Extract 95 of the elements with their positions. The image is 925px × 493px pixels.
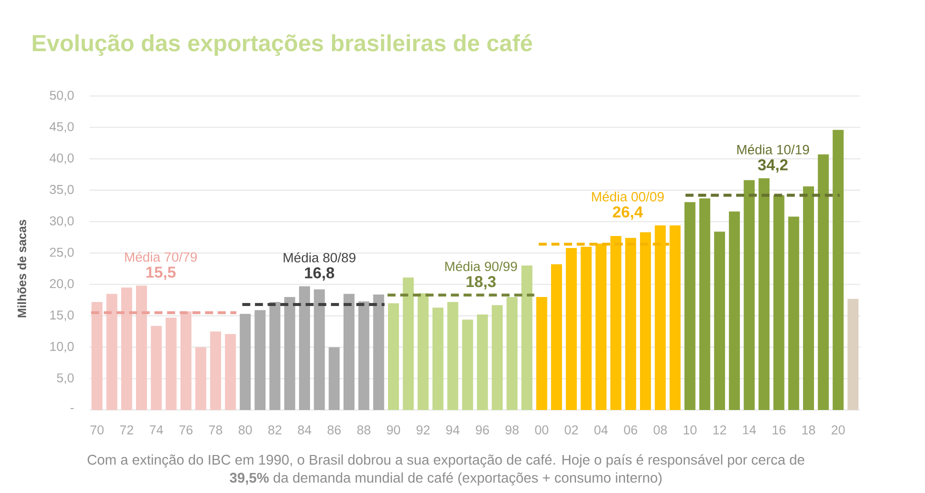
text: Média 00/09 <box>592 192 664 202</box>
bar <box>788 216 800 410</box>
bar <box>832 130 844 410</box>
bar <box>728 212 740 410</box>
bar <box>418 293 429 410</box>
text: Com a extinção do IBC em 1990, o Brasil dobrou a sua exportação de café. Hoje o país é responsável por cerca de 39,5% da demanda mundial de café (exportações + consumo interno) <box>88 454 804 486</box>
x-tick-label: 96 <box>476 425 489 434</box>
bar <box>92 302 102 410</box>
x-tick-label: 14 <box>743 425 756 434</box>
x-tick-label: 98 <box>506 425 519 434</box>
bar <box>402 277 414 410</box>
bar <box>432 308 444 410</box>
chart-title: Evolução das exportações brasileiras de café <box>32 34 532 56</box>
bar <box>136 286 147 410</box>
x-tick-label: 94 <box>446 425 460 434</box>
bar <box>210 332 222 410</box>
x-tick-label: 02 <box>564 425 578 434</box>
bar <box>106 294 118 410</box>
bar <box>150 326 162 410</box>
y-tick-label: 50,0 <box>50 90 74 102</box>
bar <box>314 289 325 410</box>
bar <box>506 296 518 410</box>
data-label: 34,2 <box>758 159 788 173</box>
bar <box>462 320 474 410</box>
x-tick-label: 84 <box>298 425 312 434</box>
x-tick-label: 18 <box>802 425 816 434</box>
y-tick-label: 5,0 <box>56 373 74 384</box>
x-tick-label: 76 <box>179 425 192 434</box>
y-tick-label: 35,0 <box>50 184 74 196</box>
series-label: Média 90/99 <box>445 261 517 272</box>
bar <box>180 311 192 410</box>
x-tick-label: 06 <box>624 425 638 434</box>
bar <box>684 202 696 410</box>
y-tick-label: 30,0 <box>50 216 74 227</box>
bar <box>744 180 755 410</box>
bar <box>803 186 814 410</box>
data-label: 18,3 <box>466 276 496 290</box>
x-tick-label: 86 <box>328 425 341 434</box>
x-tick-label: 92 <box>416 425 430 434</box>
x-tick-label: 80 <box>238 425 252 434</box>
bar <box>758 178 770 410</box>
bar <box>269 302 280 410</box>
bar <box>373 294 384 410</box>
bar <box>848 298 858 410</box>
y-tick-label: 20,0 <box>50 279 74 290</box>
bar <box>566 248 577 410</box>
y-tick-label: 45,0 <box>50 122 74 133</box>
bar <box>699 198 710 410</box>
y-tick-label: 15,0 <box>50 310 74 322</box>
x-tick-label: 00 <box>535 425 548 434</box>
y-tick-label: 10,0 <box>50 342 74 352</box>
bar <box>166 318 177 410</box>
bar <box>121 288 132 410</box>
x-tick-label: 70 <box>90 425 104 434</box>
bar <box>299 286 310 410</box>
y-axis-title: Milhões de sacas <box>17 220 26 318</box>
x-tick-label: 12 <box>713 425 726 434</box>
x-tick-label: 74 <box>150 425 164 434</box>
bar <box>284 296 296 410</box>
bar <box>388 303 399 410</box>
bar <box>195 347 206 410</box>
x-tick-label: 90 <box>386 425 400 434</box>
bar <box>521 266 532 410</box>
x-tick-label: 72 <box>120 425 134 434</box>
bar <box>358 301 370 410</box>
bar <box>344 294 354 410</box>
y-tick-label: 40,0 <box>50 154 74 164</box>
bar <box>254 310 266 410</box>
x-tick-label: 88 <box>357 425 370 434</box>
bar <box>224 334 236 410</box>
text: Média 70/79 <box>125 252 197 262</box>
bar <box>240 314 251 410</box>
bar <box>476 314 488 410</box>
x-tick-label: 82 <box>268 425 282 434</box>
y-tick-label: - <box>70 408 74 410</box>
text: Média 80/89 <box>284 252 356 262</box>
bar <box>536 296 548 410</box>
data-label: 26,4 <box>612 206 643 220</box>
bar <box>714 232 726 410</box>
bar <box>328 347 340 410</box>
data-label: 16,8 <box>305 267 334 281</box>
x-tick-label: 16 <box>772 425 786 434</box>
bar <box>773 195 784 410</box>
x-tick-label: 20 <box>832 425 845 434</box>
y-tick-label: 25,0 <box>50 248 74 258</box>
data-label: 15,5 <box>146 266 176 280</box>
x-tick-label: 08 <box>654 425 667 434</box>
bar <box>551 264 562 410</box>
x-tick-label: 78 <box>209 425 222 434</box>
bar <box>818 154 829 410</box>
text: Média 10/19 <box>737 144 809 154</box>
bar <box>447 302 458 410</box>
x-tick-label: 04 <box>594 425 608 434</box>
x-tick-label: 10 <box>684 425 697 434</box>
bar <box>492 305 503 410</box>
